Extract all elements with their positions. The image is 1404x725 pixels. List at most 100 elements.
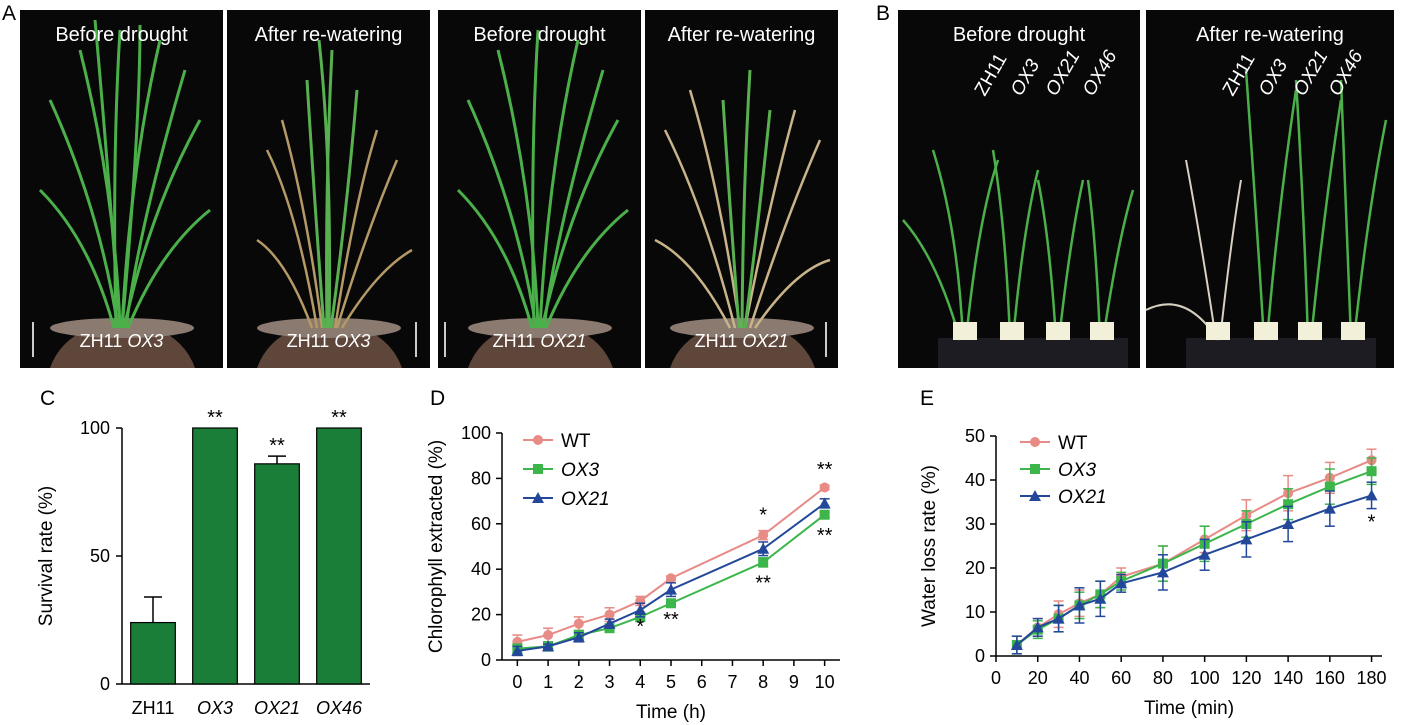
photo-genotype-label: ZH11 OX3 xyxy=(286,331,371,351)
y-tick-label: 80 xyxy=(471,468,491,488)
y-axis-label: Survival rate (%) xyxy=(36,486,57,626)
x-tick-label: 9 xyxy=(789,672,799,692)
y-tick-label: 50 xyxy=(965,426,985,446)
significance-label: ** xyxy=(817,525,833,547)
legend-label: OX3 xyxy=(561,460,599,481)
x-tick-label: OX3 xyxy=(197,698,233,718)
x-tick-label: 20 xyxy=(1028,668,1048,688)
x-tick-label: 8 xyxy=(758,672,768,692)
significance-label: ** xyxy=(207,407,223,429)
photo-caption: After re-watering xyxy=(667,24,816,46)
data-point xyxy=(666,598,676,609)
x-tick-label: 0 xyxy=(991,668,1001,688)
data-point xyxy=(1094,592,1107,604)
data-point xyxy=(1052,612,1065,624)
legend-label: OX21 xyxy=(1058,487,1107,508)
panel-letter-d: D xyxy=(430,387,446,410)
photo-b1: Before drought ZH11 OX3 OX21 OX46 xyxy=(898,10,1140,368)
y-axis-label: Chlorophyll extracted (%) xyxy=(426,440,447,653)
y-tick-label: 0 xyxy=(100,674,110,694)
data-point xyxy=(1010,639,1023,650)
rice-plant-drawing xyxy=(32,19,211,368)
y-tick-label: 40 xyxy=(965,470,985,490)
significance-label: ** xyxy=(269,435,285,457)
series-ox21 xyxy=(511,497,831,657)
x-tick-label: 5 xyxy=(666,672,676,692)
data-point xyxy=(1365,489,1378,501)
photo-a1: Before drought ZH11 OX3 xyxy=(20,10,223,368)
data-point xyxy=(666,573,676,584)
x-tick-label: 6 xyxy=(697,672,707,692)
legend-label: WT xyxy=(1058,433,1088,454)
x-axis-label: Time (min) xyxy=(1144,698,1234,719)
data-point xyxy=(1283,499,1294,510)
rice-plant-drawing xyxy=(256,39,417,368)
photo-caption: Before drought xyxy=(473,24,606,46)
rice-plants-drawing xyxy=(1146,69,1388,368)
photo-caption: After re-watering xyxy=(1196,24,1344,46)
significance-label: * xyxy=(759,505,767,527)
series-ox21 xyxy=(1010,481,1378,655)
data-point xyxy=(758,557,769,568)
legend-label: WT xyxy=(561,431,591,452)
significance-label: * xyxy=(636,616,644,638)
data-point xyxy=(1115,577,1128,589)
y-tick-label: 100 xyxy=(461,423,491,443)
data-point xyxy=(1031,621,1044,633)
series-line xyxy=(517,502,826,652)
x-tick-label: 10 xyxy=(815,672,835,692)
data-point xyxy=(665,583,677,595)
data-point xyxy=(542,640,555,652)
data-point xyxy=(511,644,524,656)
x-tick-label: 3 xyxy=(605,672,615,692)
data-point xyxy=(1240,533,1253,545)
x-tick-label: 160 xyxy=(1315,668,1345,688)
x-tick-label: 100 xyxy=(1190,668,1220,688)
y-tick-label: 50 xyxy=(90,546,110,566)
photo-genotype-label: ZH11 OX21 xyxy=(492,331,587,351)
data-point xyxy=(1030,437,1040,447)
bar xyxy=(130,621,176,685)
y-tick-label: 0 xyxy=(481,650,491,670)
y-tick-label: 20 xyxy=(965,558,985,578)
x-tick-label: 7 xyxy=(727,672,737,692)
photo-b2: After re-watering ZH11 OX3 OX21 OX46 xyxy=(1146,10,1394,368)
y-tick-label: 40 xyxy=(471,559,491,579)
y-tick-label: 10 xyxy=(965,602,985,622)
photo-genotype-label: ZH11 OX21 xyxy=(694,331,789,351)
data-point xyxy=(604,609,615,620)
y-tick-label: 20 xyxy=(471,605,491,625)
x-tick-label: 80 xyxy=(1153,668,1173,688)
photo-genotype-label: ZH11 OX3 xyxy=(79,331,164,351)
data-point xyxy=(1029,490,1041,501)
x-tick-label: OX21 xyxy=(254,698,300,718)
bar xyxy=(254,463,300,685)
y-axis-label: Water loss rate (%) xyxy=(919,465,940,627)
data-point xyxy=(634,604,647,616)
rice-plant-drawing xyxy=(444,29,629,368)
photo-a2: After re-watering ZH11 OX3 xyxy=(227,10,430,368)
x-tick-label: 120 xyxy=(1231,668,1261,688)
data-point xyxy=(603,617,616,629)
data-point xyxy=(1282,518,1295,529)
x-tick-label: 4 xyxy=(635,672,645,692)
x-tick-label: 180 xyxy=(1357,668,1387,688)
panel-letter-e: E xyxy=(920,387,935,410)
data-point xyxy=(1366,466,1377,477)
data-point xyxy=(1073,599,1086,611)
bar xyxy=(316,427,362,685)
x-tick-label: ZH11 xyxy=(132,698,175,718)
rice-plant-drawing xyxy=(654,69,831,368)
x-tick-label: OX46 xyxy=(316,698,363,718)
photo-caption: After re-watering xyxy=(254,24,403,46)
data-point xyxy=(533,464,543,474)
data-point xyxy=(572,631,585,643)
x-tick-label: 0 xyxy=(512,672,522,692)
data-point xyxy=(757,542,770,554)
data-point xyxy=(543,630,554,641)
data-point xyxy=(533,435,543,445)
photo-caption: Before drought xyxy=(952,24,1086,46)
data-point xyxy=(532,492,544,503)
